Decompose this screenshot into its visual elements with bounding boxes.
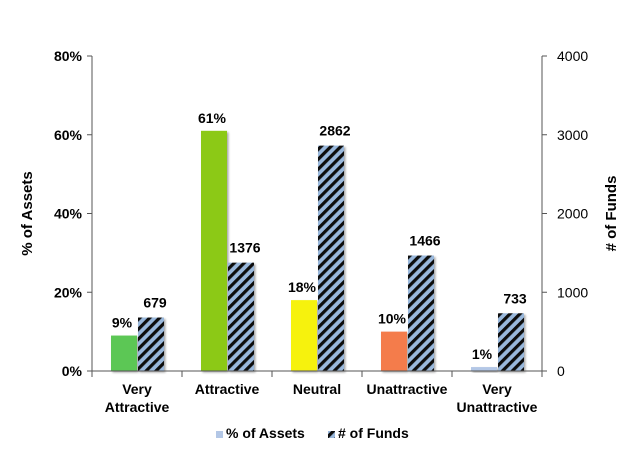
category-label-3-0: Unattractive <box>367 381 448 397</box>
bar-assets-1 <box>201 130 227 371</box>
category-label-0-1: Attractive <box>105 399 170 415</box>
category-label-2-0: Neutral <box>293 381 341 397</box>
data-label-funds-1: 1376 <box>229 240 260 256</box>
bar-funds-0 <box>138 317 164 371</box>
y-tick-label-left-4: 80% <box>54 48 83 64</box>
y-tick-label-right-2: 2000 <box>557 206 588 222</box>
y-tick-label-left-2: 40% <box>54 206 83 222</box>
data-label-assets-1: 61% <box>198 110 227 126</box>
data-label-funds-4: 733 <box>503 290 527 306</box>
legend-swatch-funds <box>328 431 335 438</box>
bar-assets-2 <box>291 300 317 371</box>
category-label-0-0: Very <box>122 381 152 397</box>
legend-label-assets: % of Assets <box>226 425 305 441</box>
y-axis-title-left: % of Assets <box>19 171 36 255</box>
data-label-assets-4: 1% <box>472 346 493 362</box>
bar-funds-4 <box>498 313 524 371</box>
category-label-4-0: Very <box>482 381 512 397</box>
data-label-funds-2: 2862 <box>319 123 350 139</box>
data-label-funds-3: 1466 <box>409 233 440 249</box>
y-tick-label-left-1: 20% <box>54 284 83 300</box>
category-label-4-1: Unattractive <box>457 399 538 415</box>
bar-funds-2 <box>318 145 344 371</box>
y-tick-label-right-0: 0 <box>557 363 565 379</box>
labels-layer: 9% 679 Very Attractive 61% 1376 Attractive 18% 2… <box>105 110 538 415</box>
category-label-1-0: Attractive <box>195 381 260 397</box>
bar-assets-0 <box>111 335 137 371</box>
bar-assets-3 <box>381 331 407 371</box>
bar-funds-1 <box>228 262 254 371</box>
legend-swatch-assets <box>216 431 223 438</box>
y-tick-label-right-3: 3000 <box>557 127 588 143</box>
axes-layer: 0% 20% 40% 60% 80% 0 1000 2000 3000 4000 % of Asse… <box>19 48 620 379</box>
bars-layer <box>111 130 524 371</box>
bar-funds-3 <box>408 255 434 371</box>
data-label-assets-3: 10% <box>378 311 407 327</box>
bar-assets-4 <box>471 367 497 371</box>
y-tick-label-left-3: 60% <box>54 127 83 143</box>
legend-label-funds: # of Funds <box>338 425 409 441</box>
y-tick-label-left-0: 0% <box>62 363 83 379</box>
y-tick-label-right-4: 4000 <box>557 48 588 64</box>
data-label-funds-0: 679 <box>143 295 167 311</box>
y-tick-label-right-1: 1000 <box>557 284 588 300</box>
y-axis-title-right: # of Funds <box>603 176 620 252</box>
data-label-assets-0: 9% <box>112 315 133 331</box>
legend: % of Assets # of Funds <box>216 425 409 441</box>
data-label-assets-2: 18% <box>288 279 317 295</box>
